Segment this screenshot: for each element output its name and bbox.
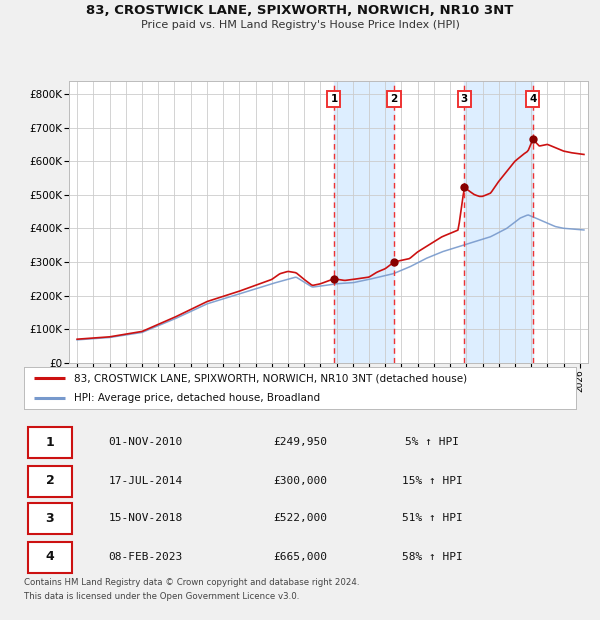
- Text: 3: 3: [461, 94, 468, 104]
- Text: 51% ↑ HPI: 51% ↑ HPI: [402, 513, 463, 523]
- Text: 2: 2: [391, 94, 398, 104]
- Text: 3: 3: [46, 512, 54, 525]
- Text: 1: 1: [331, 94, 338, 104]
- Text: 2: 2: [46, 474, 55, 487]
- Text: 01-NOV-2010: 01-NOV-2010: [109, 437, 182, 448]
- Text: 83, CROSTWICK LANE, SPIXWORTH, NORWICH, NR10 3NT (detached house): 83, CROSTWICK LANE, SPIXWORTH, NORWICH, …: [74, 373, 467, 383]
- FancyBboxPatch shape: [28, 541, 72, 573]
- FancyBboxPatch shape: [28, 503, 72, 534]
- FancyBboxPatch shape: [28, 427, 72, 458]
- Text: £300,000: £300,000: [273, 476, 327, 485]
- Text: 4: 4: [46, 550, 55, 563]
- Text: 08-FEB-2023: 08-FEB-2023: [109, 552, 182, 562]
- Text: £522,000: £522,000: [273, 513, 327, 523]
- Text: 15-NOV-2018: 15-NOV-2018: [109, 513, 182, 523]
- Text: Contains HM Land Registry data © Crown copyright and database right 2024.: Contains HM Land Registry data © Crown c…: [24, 578, 359, 587]
- Bar: [464, 81, 533, 363]
- FancyBboxPatch shape: [28, 466, 72, 497]
- Text: 15% ↑ HPI: 15% ↑ HPI: [402, 476, 463, 485]
- Text: 1: 1: [46, 436, 55, 449]
- Bar: [334, 81, 394, 363]
- Text: £249,950: £249,950: [273, 437, 327, 448]
- Text: 17-JUL-2014: 17-JUL-2014: [109, 476, 182, 485]
- Text: HPI: Average price, detached house, Broadland: HPI: Average price, detached house, Broa…: [74, 393, 320, 403]
- Text: 83, CROSTWICK LANE, SPIXWORTH, NORWICH, NR10 3NT: 83, CROSTWICK LANE, SPIXWORTH, NORWICH, …: [86, 4, 514, 17]
- Text: This data is licensed under the Open Government Licence v3.0.: This data is licensed under the Open Gov…: [24, 592, 299, 601]
- Text: 5% ↑ HPI: 5% ↑ HPI: [406, 437, 460, 448]
- Text: £665,000: £665,000: [273, 552, 327, 562]
- Text: 4: 4: [529, 94, 536, 104]
- Text: Price paid vs. HM Land Registry's House Price Index (HPI): Price paid vs. HM Land Registry's House …: [140, 20, 460, 30]
- Text: 58% ↑ HPI: 58% ↑ HPI: [402, 552, 463, 562]
